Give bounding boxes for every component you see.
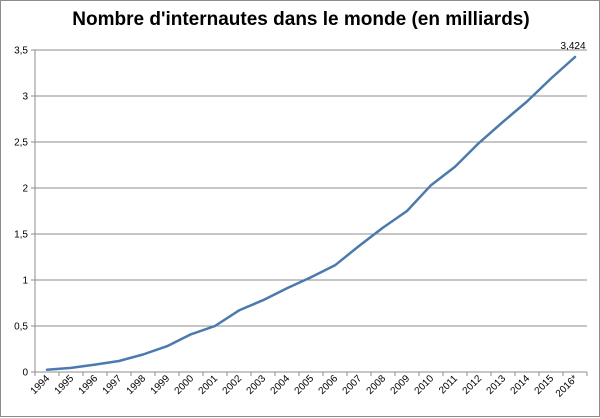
data-point xyxy=(310,276,312,279)
x-tick-label: 2002 xyxy=(221,373,245,397)
data-point xyxy=(454,165,456,168)
x-tick-label: 2005 xyxy=(293,373,317,397)
x-tick-label: 2004 xyxy=(269,373,293,397)
x-tick-label: 2003 xyxy=(245,373,269,397)
x-tick-label: 2000 xyxy=(173,373,197,397)
data-point xyxy=(358,244,360,247)
data-point xyxy=(142,353,144,356)
y-tick-label: 2 xyxy=(22,184,28,195)
x-tick-label: 2001 xyxy=(197,373,221,397)
data-point xyxy=(238,309,240,312)
x-tick-label: 2014 xyxy=(509,373,533,397)
x-tick-label: 1999 xyxy=(149,373,173,397)
data-point xyxy=(70,366,72,369)
y-tick-label: 3,5 xyxy=(14,46,28,57)
x-tick-label: 2015 xyxy=(533,373,557,397)
y-tick-label: 2,5 xyxy=(14,138,28,149)
y-tick-label: 0 xyxy=(22,368,28,379)
x-tick-label: 2009 xyxy=(389,373,413,397)
data-point xyxy=(478,141,480,144)
y-tick-label: 1,5 xyxy=(14,230,28,241)
y-tick-label: 1 xyxy=(22,276,28,287)
x-tick-label: 2006 xyxy=(317,373,341,397)
data-point xyxy=(574,55,576,58)
x-tick-label: 2010 xyxy=(413,373,437,397)
data-point xyxy=(46,368,48,371)
y-tick-label: 0,5 xyxy=(14,322,28,333)
data-point xyxy=(382,226,384,229)
data-point xyxy=(214,325,216,327)
x-tick-label: 2011 xyxy=(437,373,460,396)
x-tick-label: 2012 xyxy=(461,373,485,397)
data-point xyxy=(94,363,96,366)
data-point xyxy=(166,345,168,348)
x-tick-label: 1996 xyxy=(77,373,101,397)
series-line xyxy=(45,55,577,371)
x-tick-label: 2013 xyxy=(485,373,509,397)
data-point xyxy=(430,184,432,187)
data-point xyxy=(334,264,336,267)
x-tick-label: 1994 xyxy=(29,373,53,397)
x-tick-label: 2016* xyxy=(554,373,580,399)
data-point xyxy=(526,100,528,103)
data-point xyxy=(262,299,264,302)
data-point xyxy=(406,210,408,212)
data-point xyxy=(286,287,288,290)
x-tick-label: 1998 xyxy=(125,373,149,397)
data-point xyxy=(190,333,192,336)
y-tick-label: 3 xyxy=(22,92,28,103)
x-tick-label: 2007 xyxy=(341,373,365,397)
data-point xyxy=(118,359,120,362)
chart-title: Nombre d'internautes dans le monde (en m… xyxy=(72,9,530,30)
data-point xyxy=(550,77,552,80)
data-label: 3,424 xyxy=(560,41,585,52)
x-tick-label: 1997 xyxy=(101,373,125,397)
x-tick-label: 1995 xyxy=(53,373,77,397)
data-point xyxy=(502,120,504,123)
x-tick-label: 2008 xyxy=(365,373,389,397)
